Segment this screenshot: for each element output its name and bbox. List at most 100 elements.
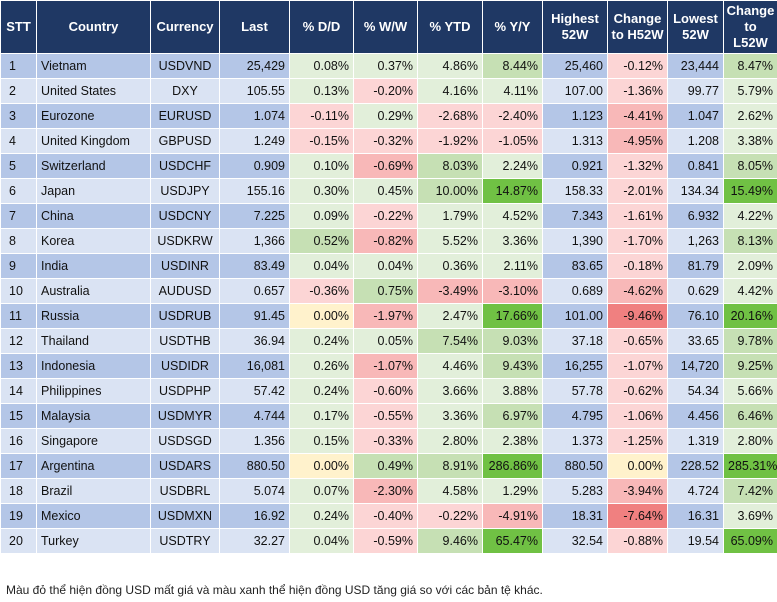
cell-currency: USDBRL [150,478,220,504]
cell-last: 36.94 [219,328,290,354]
table-row: 13 Indonesia USDIDR 16,081 0.26% -1.07% 4.46% 9… [0,353,777,379]
cell-ww: -0.55% [353,403,418,429]
cell-ch52: -1.07% [607,353,668,379]
cell-l52: 6.932 [667,203,724,229]
fx-table: STT Country Currency Last % D/D % W/W % … [0,0,777,554]
cell-l52: 4.456 [667,403,724,429]
table-row: 10 Australia AUDUSD 0.657 -0.36% 0.75% -3.49% -… [0,278,777,304]
cell-currency: USDVND [150,53,220,79]
header-country: Country [36,0,151,54]
cell-yy: 2.24% [482,153,543,179]
cell-yy: 17.66% [482,303,543,329]
cell-currency: USDMYR [150,403,220,429]
cell-stt: 12 [0,328,37,354]
cell-l52: 0.629 [667,278,724,304]
cell-yy: 4.52% [482,203,543,229]
table-row: 5 Switzerland USDCHF 0.909 0.10% -0.69% 8.03% 2… [0,153,777,179]
table-row: 9 India USDINR 83.49 0.04% 0.04% 0.36% 2.11% 83.… [0,253,777,279]
cell-ww: -0.82% [353,228,418,254]
cell-ww: -0.40% [353,503,418,529]
cell-ytd: -3.49% [417,278,483,304]
cell-last: 57.42 [219,378,290,404]
cell-stt: 16 [0,428,37,454]
cell-dd: 0.04% [289,528,354,554]
cell-yy: 14.87% [482,178,543,204]
cell-l52: 1.208 [667,128,724,154]
cell-h52: 57.78 [542,378,608,404]
cell-stt: 3 [0,103,37,129]
cell-currency: USDINR [150,253,220,279]
cell-h52: 1.313 [542,128,608,154]
cell-ytd: 7.54% [417,328,483,354]
cell-l52: 0.841 [667,153,724,179]
cell-ch52: -4.41% [607,103,668,129]
cell-last: 4.744 [219,403,290,429]
cell-ww: -0.69% [353,153,418,179]
cell-dd: 0.07% [289,478,354,504]
cell-ww: 0.45% [353,178,418,204]
table-row: 20 Turkey USDTRY 32.27 0.04% -0.59% 9.46% 65.47… [0,528,777,554]
cell-cl52: 2.09% [723,253,777,279]
cell-country: Japan [36,178,151,204]
cell-currency: USDMXN [150,503,220,529]
cell-currency: USDRUB [150,303,220,329]
cell-yy: 9.43% [482,353,543,379]
cell-currency: GBPUSD [150,128,220,154]
cell-yy: 6.97% [482,403,543,429]
cell-yy: 286.86% [482,453,543,479]
cell-l52: 14,720 [667,353,724,379]
cell-l52: 76.10 [667,303,724,329]
header-highest-52w: Highest 52W [542,0,608,54]
cell-cl52: 3.38% [723,128,777,154]
cell-last: 83.49 [219,253,290,279]
cell-ww: -1.97% [353,303,418,329]
cell-country: Switzerland [36,153,151,179]
cell-country: Indonesia [36,353,151,379]
cell-country: India [36,253,151,279]
cell-ww: -0.59% [353,528,418,554]
cell-yy: 4.11% [482,78,543,104]
cell-ytd: -2.68% [417,103,483,129]
cell-ch52: -1.06% [607,403,668,429]
table-row: 18 Brazil USDBRL 5.074 0.07% -2.30% 4.58% 1.29%… [0,478,777,504]
table-row: 17 Argentina USDARS 880.50 0.00% 0.49% 8.91% 28… [0,453,777,479]
table-row: 7 China USDCNY 7.225 0.09% -0.22% 1.79% 4.52% 7.… [0,203,777,229]
cell-last: 1.356 [219,428,290,454]
cell-cl52: 5.66% [723,378,777,404]
cell-ytd: 4.86% [417,53,483,79]
table-row: 4 United Kingdom GBPUSD 1.249 -0.15% -0.32% -1… [0,128,777,154]
cell-l52: 228.52 [667,453,724,479]
header-change-l52w: Change to L52W [723,0,777,54]
cell-currency: USDTRY [150,528,220,554]
cell-last: 105.55 [219,78,290,104]
cell-stt: 5 [0,153,37,179]
cell-stt: 11 [0,303,37,329]
cell-dd: 0.15% [289,428,354,454]
cell-last: 16.92 [219,503,290,529]
cell-l52: 33.65 [667,328,724,354]
cell-currency: USDTHB [150,328,220,354]
cell-l52: 81.79 [667,253,724,279]
cell-stt: 2 [0,78,37,104]
cell-cl52: 5.79% [723,78,777,104]
cell-ch52: -9.46% [607,303,668,329]
cell-ytd: 2.80% [417,428,483,454]
cell-ytd: 9.46% [417,528,483,554]
table-row: 11 Russia USDRUB 91.45 0.00% -1.97% 2.47% 17.66… [0,303,777,329]
cell-stt: 20 [0,528,37,554]
cell-ytd: -1.92% [417,128,483,154]
cell-ch52: -0.62% [607,378,668,404]
cell-h52: 1.123 [542,103,608,129]
cell-ytd: 4.58% [417,478,483,504]
cell-ch52: -0.88% [607,528,668,554]
cell-l52: 19.54 [667,528,724,554]
cell-ww: 0.49% [353,453,418,479]
cell-h52: 101.00 [542,303,608,329]
cell-stt: 14 [0,378,37,404]
cell-last: 0.909 [219,153,290,179]
cell-l52: 54.34 [667,378,724,404]
cell-last: 91.45 [219,303,290,329]
cell-ch52: -1.61% [607,203,668,229]
cell-dd: 0.52% [289,228,354,254]
cell-cl52: 8.05% [723,153,777,179]
